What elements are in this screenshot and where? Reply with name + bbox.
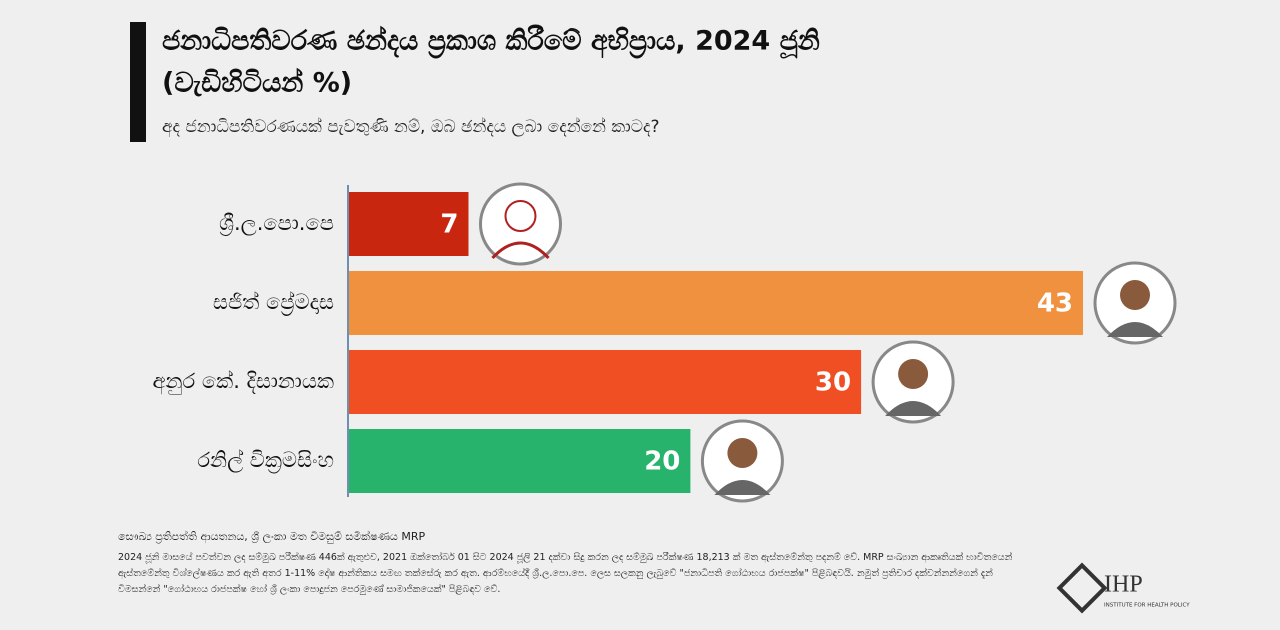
y-tick-label: සජිත් ප්‍රේමදාස <box>213 290 334 316</box>
photo-body <box>491 241 550 260</box>
y-tick-label: ශ්‍රී.ල.පො.පෙ <box>219 211 334 236</box>
bar <box>349 271 1084 335</box>
source: සෞඛ්‍ය ප්‍රතිපත්ති ආයතනය, ශ්‍රී ලංකා මත … <box>118 529 425 544</box>
y-tick-label: අනුර කේ. දිසානායක <box>153 369 335 395</box>
logo-text: IHP <box>1104 572 1143 598</box>
chart-title: ජනාධිපතිවරණ ඡන්දය ප්‍රකාශ කිරීමේ අභිප්‍ර… <box>162 25 820 60</box>
y-tick-label: රනිල් වික්‍රමසිංහ <box>197 448 334 474</box>
photo-head <box>898 359 929 389</box>
bar <box>349 350 862 414</box>
value-label: 43 <box>1037 289 1073 319</box>
photo-head <box>727 438 758 468</box>
photo-body <box>1107 322 1164 337</box>
note: 2024 ජූනි මාසයේ පවත්වන ලද සම්මුඛ පරීක්ෂණ… <box>118 552 1013 595</box>
photo-head <box>1120 280 1151 310</box>
photo-body <box>885 401 942 416</box>
chart-subtitle: අද ජනාධිපතිවරණයක් පැවතුණි නම්, ඔබ ඡන්දය … <box>162 117 660 138</box>
bar <box>349 192 469 256</box>
logo-subtitle: INSTITUTE FOR HEALTH POLICY <box>1104 603 1190 609</box>
photo-body <box>714 480 771 495</box>
bar <box>349 429 691 493</box>
photo-head <box>504 200 537 232</box>
logo-mark <box>1056 562 1108 614</box>
logo: IHP INSTITUTE FOR HEALTH POLICY <box>1056 562 1190 614</box>
value-label: 7 <box>440 210 458 240</box>
chart-title-line2: (වැඩිහිටියන් %) <box>162 67 352 98</box>
value-label: 30 <box>815 368 851 398</box>
value-label: 20 <box>644 447 680 477</box>
title-accent <box>130 22 146 142</box>
